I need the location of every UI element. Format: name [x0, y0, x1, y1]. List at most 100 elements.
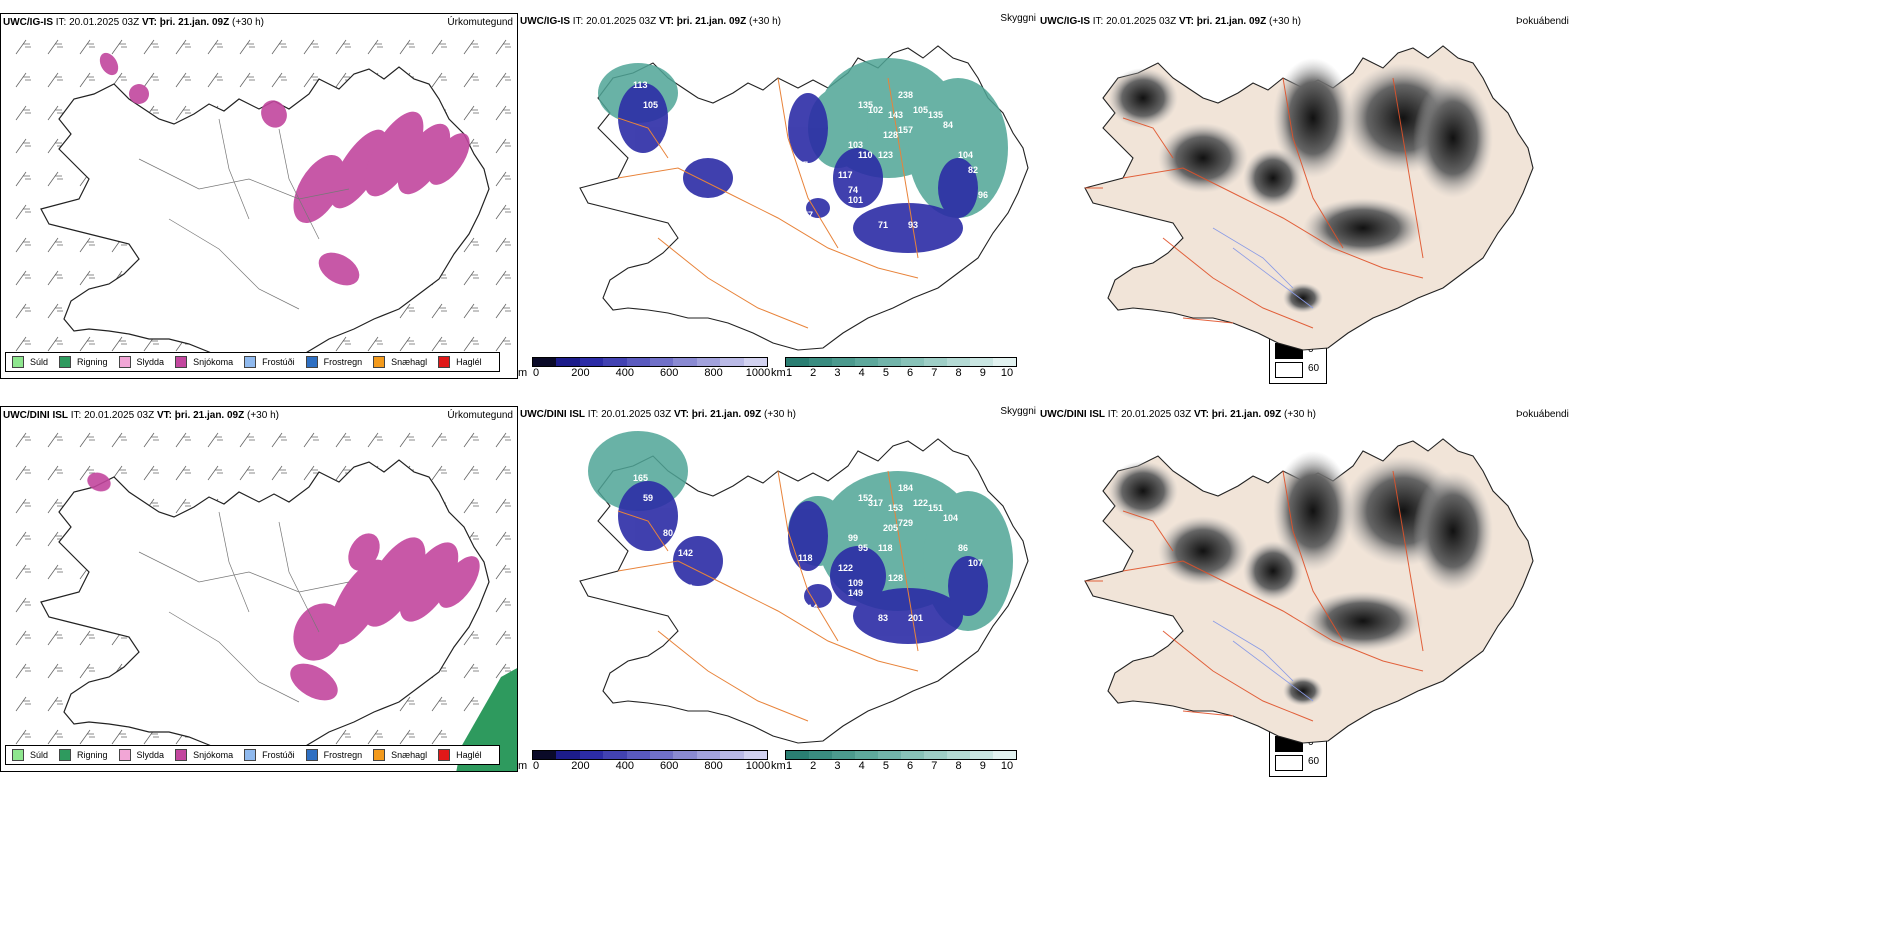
snow-area — [129, 84, 149, 104]
legend-label: Snjókoma — [193, 357, 234, 367]
legend-item: Súld — [12, 356, 48, 368]
wind-barb — [431, 432, 447, 448]
legend-item: Haglél — [438, 749, 482, 761]
snow-area — [261, 100, 287, 128]
cloud-base-value: 104 — [943, 513, 958, 523]
legend-item: Frostúði — [244, 356, 295, 368]
cloud-base-area — [683, 158, 733, 198]
wind-barb — [399, 39, 415, 55]
wind-barb — [47, 171, 63, 187]
panel-variable-label: Úrkomutegund — [447, 410, 513, 421]
colorbar-tick: 9 — [979, 367, 986, 379]
wind-barb — [271, 72, 287, 88]
wind-barb — [431, 696, 447, 712]
fog-area — [1273, 451, 1353, 571]
cloud-base-value: 99 — [848, 533, 858, 543]
cloud-base-value: 149 — [848, 588, 863, 598]
cloud-base-value: 115 — [678, 583, 693, 593]
colorbar-tick: 400 — [615, 367, 634, 379]
cloud-base-value: 117 — [838, 170, 853, 180]
cloud-base-area — [853, 203, 963, 253]
wind-barb — [47, 432, 63, 448]
wind-barb — [495, 138, 511, 154]
legend-item: Frostregn — [305, 356, 362, 368]
colorbar-visibility: km 1 2 3 4 5 6 7 8 9 10 — [771, 750, 1021, 776]
colorbar-strip — [785, 357, 1017, 367]
cloud-base-value: 153 — [888, 503, 903, 513]
colorbar-unit: m — [518, 367, 528, 379]
wind-barb — [15, 237, 31, 253]
colorbar-tick: 600 — [660, 367, 679, 379]
legend-item: Frostúði — [244, 749, 295, 761]
wind-barb — [239, 39, 255, 55]
fog-legend-label-low: 60 — [1308, 756, 1320, 767]
cloud-base-area — [938, 158, 978, 218]
wind-barb — [431, 39, 447, 55]
wind-barb — [111, 336, 127, 352]
cloud-base-value: 135 — [858, 100, 873, 110]
cloud-base-area — [618, 83, 668, 153]
cloud-base-value: 317 — [868, 498, 883, 508]
wind-barb — [335, 729, 351, 745]
wind-barb — [271, 465, 287, 481]
wind-barb — [15, 531, 31, 547]
wind-barb — [335, 336, 351, 352]
colorbar-tick: 5 — [882, 367, 889, 379]
fog-area — [1158, 123, 1248, 193]
wind-barb — [463, 39, 479, 55]
wind-barb — [303, 39, 319, 55]
legend-item: Rigning — [59, 356, 108, 368]
wind-barb — [47, 270, 63, 286]
cloud-base-value: 201 — [908, 613, 923, 623]
precip-type-legend: Súld Rigning Slydda Snjókoma Frostúði Frostre… — [5, 352, 500, 372]
wind-barb — [495, 336, 511, 352]
road-network — [1085, 77, 1424, 329]
wind-barb — [207, 72, 223, 88]
legend-item: Haglél — [438, 356, 482, 368]
panel-title: UWC/IG-IS IT: 20.01.2025 03Z VT: þri. 21… — [3, 17, 264, 28]
cloud-base-value: 135 — [928, 110, 943, 120]
legend-item: Snjókoma — [175, 749, 233, 761]
cloud-base-area — [788, 501, 828, 571]
wind-barb — [463, 303, 479, 319]
wind-barb — [463, 630, 479, 646]
cloud-base-value: 208 — [663, 135, 678, 145]
wind-barb — [239, 72, 255, 88]
legend-swatch — [175, 749, 188, 761]
colorbar-unit: km — [771, 760, 786, 772]
wind-barb — [463, 498, 479, 514]
cloud-base-area — [788, 93, 828, 163]
cloud-base-value: 151 — [928, 503, 943, 513]
wind-barb — [15, 39, 31, 55]
wind-barb — [47, 105, 63, 121]
wind-barb — [207, 465, 223, 481]
wind-barb — [367, 432, 383, 448]
cloud-base-value: 66 — [678, 190, 688, 200]
legend-item: Snjókoma — [175, 356, 233, 368]
road-network — [617, 77, 919, 329]
precip-map — [15, 39, 511, 372]
cloud-base-value: 109 — [828, 220, 843, 230]
fog-area — [1413, 471, 1493, 591]
wind-barb — [111, 39, 127, 55]
wind-barb — [431, 729, 447, 745]
wind-barb — [367, 729, 383, 745]
wind-barb — [79, 270, 95, 286]
colorbar-tick: 0 — [532, 760, 540, 772]
cloud-base-value: 59 — [643, 493, 653, 503]
wind-barb — [79, 432, 95, 448]
legend-swatch — [438, 356, 451, 368]
cloud-base-value: 94 — [763, 523, 773, 533]
wind-barb — [463, 432, 479, 448]
colorbar-tick: 0 — [532, 367, 540, 379]
fog-area — [1273, 58, 1353, 178]
fog-indicator-panel: UWC/DINI ISL IT: 20.01.2025 03Z VT: þri.… — [1038, 406, 1900, 776]
legend-item: Slydda — [118, 356, 164, 368]
wind-barb — [143, 39, 159, 55]
colorbar-tick: 1 — [785, 760, 793, 772]
colorbar-strip — [532, 750, 768, 760]
legend-swatch — [244, 356, 257, 368]
colorbar-tick: 400 — [615, 760, 634, 772]
legend-label: Snjókoma — [193, 750, 234, 760]
fog-area — [1108, 461, 1178, 521]
